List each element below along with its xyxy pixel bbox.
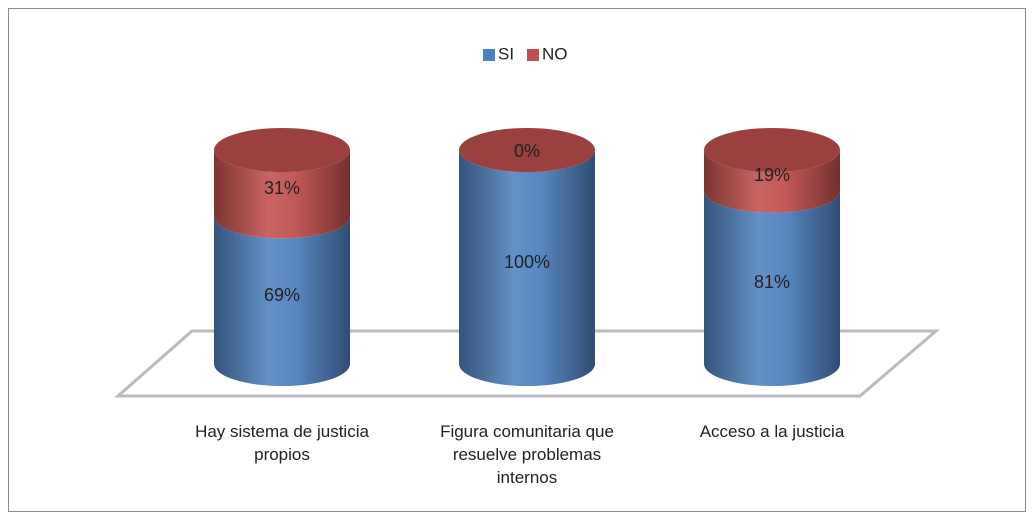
value-label: 69% xyxy=(264,285,300,305)
legend-swatch xyxy=(527,49,539,61)
category-label: Hay sistema de justicia propios xyxy=(195,422,369,464)
cylinder-segment xyxy=(214,150,350,239)
cylinder-segment xyxy=(704,150,840,213)
cylinder-top xyxy=(704,128,840,172)
category-label: Acceso a la justicia xyxy=(699,422,845,441)
cylinder-segment xyxy=(704,190,840,386)
value-label: 100% xyxy=(504,252,550,272)
value-label: 19% xyxy=(754,165,790,185)
value-label: 31% xyxy=(264,178,300,198)
cylinder-segment xyxy=(214,216,350,386)
legend-label: NO xyxy=(542,44,568,63)
value-label: 0% xyxy=(514,141,540,161)
legend-swatch xyxy=(483,49,495,61)
cylinder-top xyxy=(459,128,595,172)
category-label: Figura comunitaria que resuelve problema… xyxy=(440,422,614,487)
cylinder-top xyxy=(214,128,350,172)
cylinder-segment xyxy=(459,150,595,386)
value-label: 81% xyxy=(754,272,790,292)
legend-label: SI xyxy=(498,44,514,63)
